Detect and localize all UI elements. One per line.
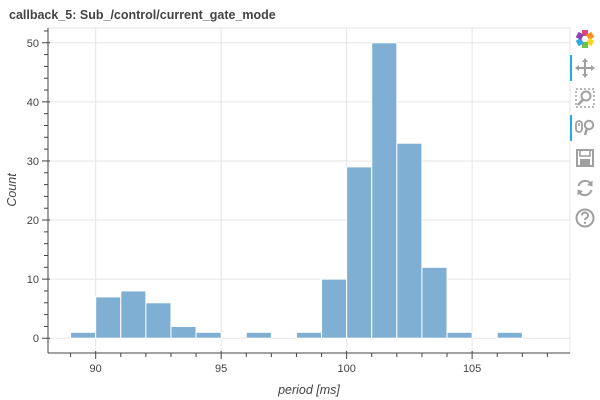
pan-tool-button[interactable] [570,53,600,83]
y-tick-label: 50 [27,38,39,50]
histogram-bar [496,331,523,339]
save-tool-button[interactable] [570,143,600,173]
y-axis: 0 10 20 30 40 50 [27,28,50,353]
x-tick-label: 100 [337,363,355,375]
histogram-bar [421,266,448,339]
wheel-zoom-tool-icon [575,119,595,136]
save-tool-icon [576,149,594,167]
bokeh-logo[interactable] [570,24,600,54]
x-tick-label: 105 [463,363,481,375]
histogram-bar [245,331,272,339]
help-tool-icon [575,208,595,228]
histogram-bar [371,42,398,339]
histogram-bar [295,331,323,339]
histogram-bar [321,278,348,339]
help-tool-button[interactable] [570,203,600,233]
box-zoom-tool-icon [575,88,595,108]
x-axis: 90 95 100 105 [48,351,570,375]
pan-tool-icon [575,58,595,78]
histogram-bar [446,331,473,339]
histogram-bar [170,325,197,339]
y-axis-label: Count [5,173,19,207]
histogram-bar [95,296,122,339]
grid-lines [48,28,570,353]
reset-tool-button[interactable] [570,173,600,203]
y-tick-label: 10 [27,274,39,286]
histogram-bars [70,42,523,339]
y-tick-label: 0 [33,333,39,345]
wheel-zoom-tool-button[interactable] [570,113,600,143]
histogram-bar [346,166,373,339]
x-tick-label: 95 [215,363,227,375]
y-tick-label: 30 [27,156,39,168]
bokeh-logo-icon [575,30,595,48]
histogram-bar [70,331,97,339]
y-tick-label: 20 [27,215,39,227]
histogram-bar [120,290,147,339]
histogram-bar [195,331,222,339]
x-axis-label: period [ms] [277,383,340,397]
bokeh-toolbar [570,22,600,242]
reset-tool-icon [577,180,593,196]
x-tick-label: 90 [90,363,102,375]
chart-title: callback_5: Sub_/control/current_gate_mo… [9,8,276,22]
box-zoom-tool-button[interactable] [570,83,600,113]
histogram-bar [145,302,172,339]
histogram-bar [396,142,423,339]
y-tick-label: 40 [27,97,39,109]
